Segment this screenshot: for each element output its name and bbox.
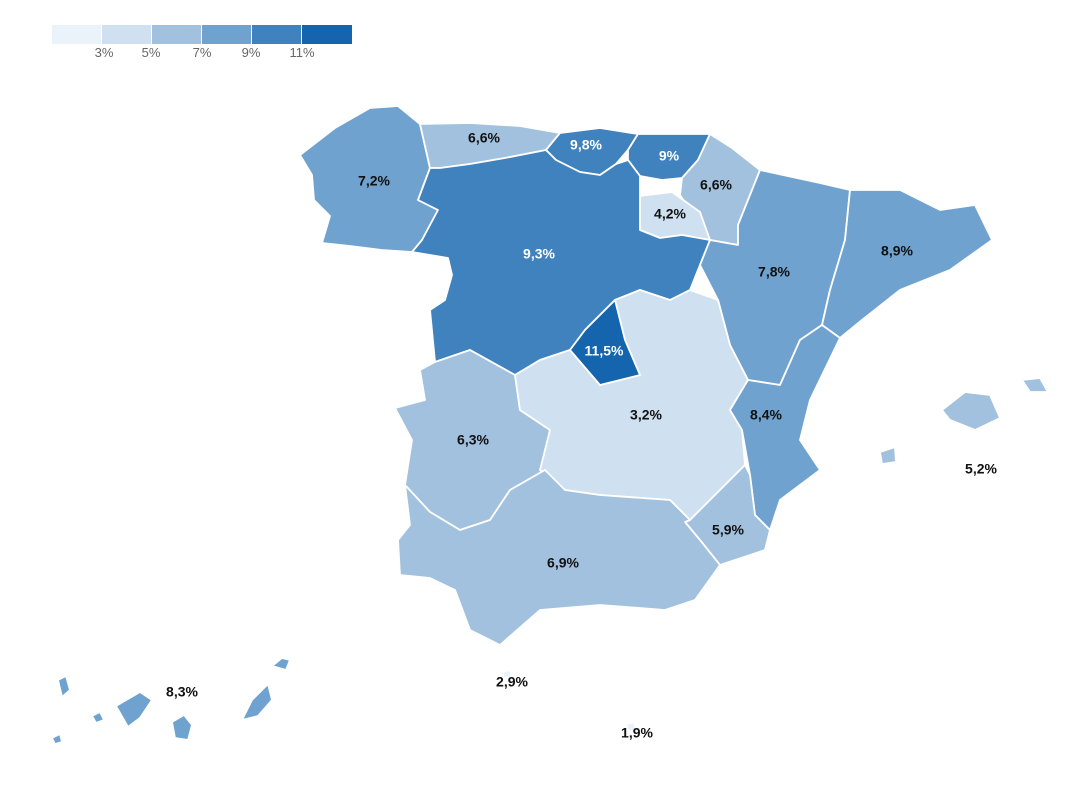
region-canarias[interactable] [51, 657, 291, 745]
legend-tick: 9% [241, 45, 261, 60]
label-aragon: 7,8% [758, 264, 790, 280]
legend-swatch [52, 25, 101, 44]
label-baleares: 5,2% [965, 461, 997, 477]
region-baleares[interactable] [879, 377, 1049, 465]
label-asturias: 6,6% [468, 130, 500, 146]
legend-tick: 11% [289, 45, 315, 60]
legend-tick: 5% [141, 45, 161, 60]
label-comunidad-valenciana: 8,4% [750, 407, 782, 423]
label-murcia: 5,9% [712, 522, 744, 538]
label-pais-vasco: 9% [659, 148, 680, 164]
label-canarias: 8,3% [166, 684, 198, 700]
region-madrid[interactable] [569, 299, 641, 386]
legend-tick: 7% [192, 45, 212, 60]
label-extremadura: 6,3% [457, 432, 489, 448]
legend-swatch [102, 25, 151, 44]
region-ceuta[interactable] [501, 669, 513, 679]
label-cataluna: 8,9% [881, 243, 913, 259]
region-melilla[interactable] [625, 721, 637, 732]
legend-tick: 3% [94, 45, 114, 60]
legend-swatch [202, 25, 251, 44]
region-cataluna[interactable] [821, 189, 993, 339]
label-navarra: 6,6% [700, 177, 732, 193]
color-legend: 3% 5% 7% 9% 11% [52, 25, 352, 65]
label-castilla-la-mancha: 3,2% [630, 407, 662, 423]
region-andalucia[interactable] [397, 469, 721, 646]
label-galicia: 7,2% [358, 173, 390, 189]
label-melilla: 1,9% [621, 725, 653, 741]
legend-swatch [302, 25, 352, 44]
label-ceuta: 2,9% [496, 674, 528, 690]
legend-swatch [152, 25, 201, 44]
label-cantabria: 9,8% [570, 137, 602, 153]
label-madrid: 11,5% [585, 343, 624, 359]
label-andalucia: 6,9% [547, 555, 579, 571]
legend-swatch [252, 25, 301, 44]
label-la-rioja: 4,2% [654, 206, 686, 222]
label-castilla-y-leon: 9,3% [523, 246, 555, 262]
